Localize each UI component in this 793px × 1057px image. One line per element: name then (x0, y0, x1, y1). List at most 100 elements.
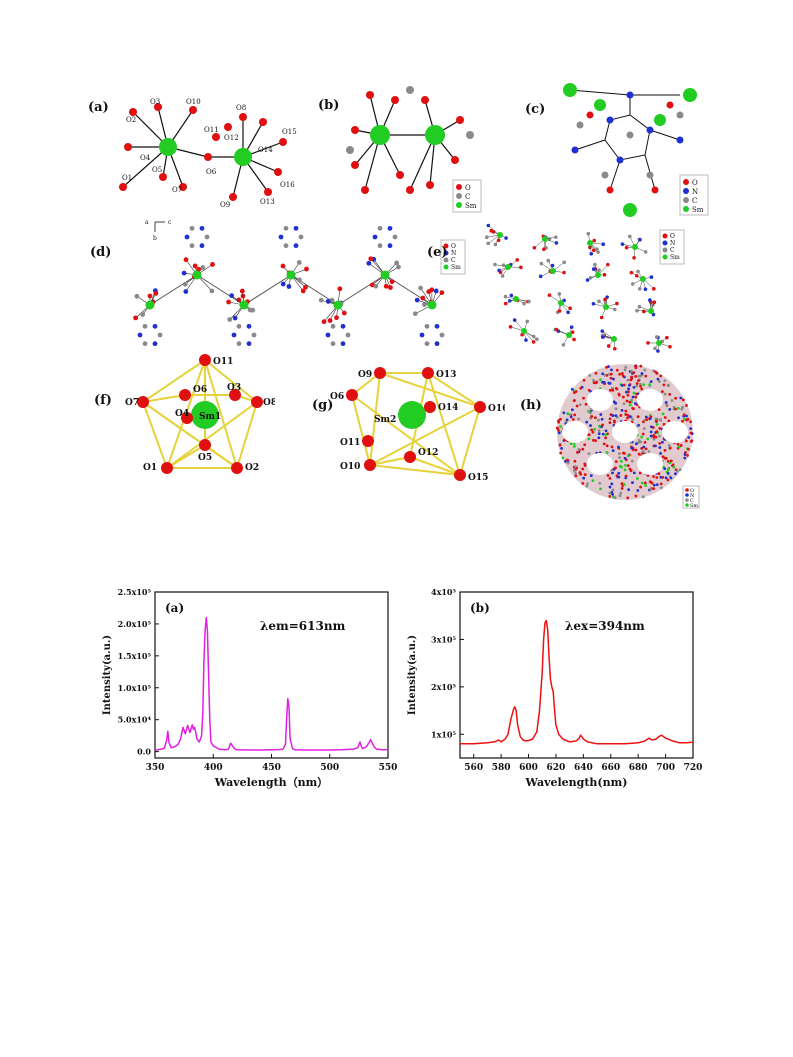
atom (681, 398, 685, 402)
atom (598, 378, 602, 382)
atom (304, 266, 309, 272)
panel-f-atoms (137, 354, 263, 474)
atom (639, 440, 643, 444)
atom (642, 427, 646, 431)
atom (585, 278, 590, 282)
atom (685, 404, 688, 407)
svg-text:N: N (670, 240, 675, 247)
atom (555, 426, 559, 430)
atom (524, 338, 528, 342)
chart-panel-label: (a) (165, 601, 184, 615)
atom (683, 456, 687, 460)
atom (637, 304, 642, 309)
atom (334, 315, 339, 321)
atom (637, 423, 641, 427)
atom-label: O9 (220, 201, 230, 209)
panel-e-packing: O N C Sm (485, 223, 685, 353)
svg-text:N: N (451, 250, 456, 257)
panel-label-h: (h) (520, 398, 542, 413)
atom (660, 390, 664, 394)
atom (679, 396, 683, 400)
atom (522, 301, 526, 306)
atom (577, 417, 580, 421)
atom-label: O12 (224, 134, 239, 142)
atom (686, 447, 690, 451)
atom (610, 368, 613, 372)
atom (550, 263, 555, 268)
atom (603, 373, 607, 377)
atom (652, 475, 655, 478)
atom (629, 378, 633, 382)
atom (561, 456, 565, 460)
atom (414, 297, 420, 303)
panel-label-f: (f) (94, 393, 112, 408)
atom (634, 395, 638, 399)
atom (559, 425, 562, 428)
atom (562, 270, 566, 275)
atom (663, 467, 667, 471)
atom (137, 332, 143, 338)
x-tick-label: 580 (492, 763, 511, 773)
svg-text:b: b (153, 235, 157, 242)
atom (634, 374, 638, 378)
atom (142, 341, 148, 347)
atom (597, 429, 601, 433)
sm-atom (640, 276, 646, 282)
atom (643, 368, 647, 372)
atom (337, 286, 343, 292)
atom (659, 374, 663, 378)
atom (588, 276, 593, 280)
atom (658, 441, 662, 445)
atom (157, 332, 163, 338)
atom (507, 299, 512, 303)
atom (669, 476, 673, 480)
atom (418, 285, 423, 291)
atom (641, 495, 645, 499)
atom (210, 262, 215, 267)
panel-e-network (485, 223, 672, 353)
atom (588, 374, 592, 377)
x-tick-label: 550 (379, 763, 398, 773)
sm-atom (192, 270, 202, 280)
atom (630, 375, 634, 379)
atom (192, 263, 198, 269)
atom (579, 472, 583, 476)
atom (647, 450, 651, 453)
atom-label: O8 (236, 104, 246, 112)
atom (587, 409, 590, 413)
atom (590, 415, 594, 418)
atom (666, 472, 670, 475)
sm-atom (513, 296, 519, 302)
atom (660, 440, 664, 444)
atom (199, 225, 205, 231)
atom (644, 484, 648, 487)
atom (394, 260, 400, 266)
atom (539, 261, 544, 266)
x-tick-label: 450 (262, 763, 281, 773)
atom (613, 496, 617, 500)
svg-text:O: O (670, 233, 675, 240)
atom (593, 416, 597, 420)
atom (687, 436, 691, 439)
atom (612, 420, 616, 424)
atom (628, 400, 632, 404)
atom (325, 298, 331, 304)
atom (598, 424, 601, 428)
atom (674, 472, 677, 476)
atom (226, 299, 232, 305)
atom (652, 437, 656, 441)
atom (630, 369, 633, 373)
atom (585, 420, 589, 424)
atom (572, 337, 576, 342)
atom (639, 385, 642, 388)
atom (626, 393, 630, 397)
atom (626, 454, 630, 458)
atom (622, 383, 626, 387)
atom (572, 399, 576, 403)
atom (640, 372, 644, 375)
atom (422, 302, 427, 308)
svg-text:O: O (692, 179, 698, 187)
atom (620, 372, 624, 375)
atom (527, 299, 531, 304)
atom (606, 344, 611, 348)
